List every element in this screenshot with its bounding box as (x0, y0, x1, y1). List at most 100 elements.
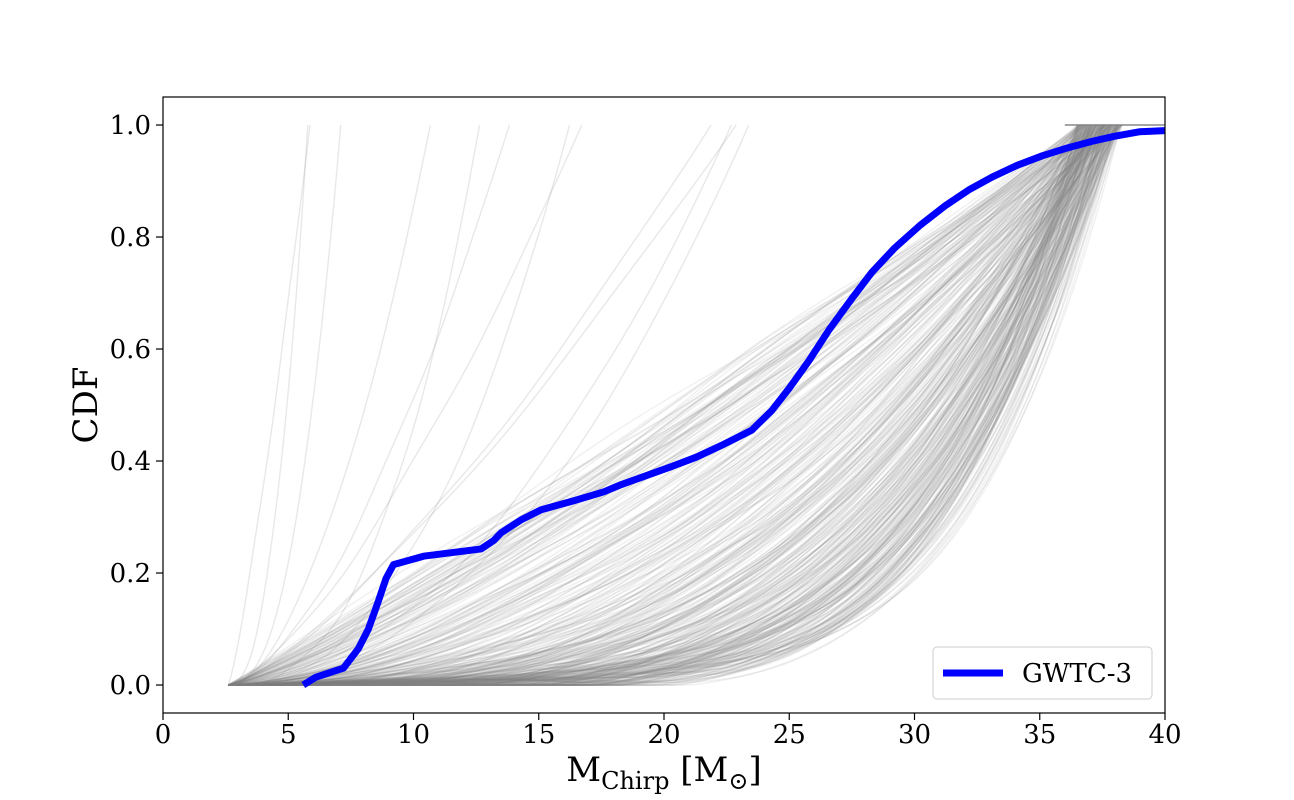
ensemble-curve (228, 124, 1098, 686)
ensemble-curve (228, 124, 1105, 686)
ensemble-curve (227, 124, 1086, 686)
ensemble-curve (228, 124, 1081, 686)
ensemble-curve (228, 124, 1094, 686)
ensemble-curve (228, 124, 1087, 686)
ensemble-curve (228, 124, 1078, 686)
ensemble-curve (228, 124, 1115, 686)
ensemble-curve (228, 124, 1093, 686)
ensemble-curve (227, 124, 1112, 686)
ensemble-curve (228, 124, 1106, 686)
ensemble-curve (227, 124, 1115, 686)
ensemble-curve (228, 124, 1108, 686)
ensemble-curve (228, 124, 1107, 686)
ensemble-curve (228, 124, 1120, 686)
ensemble-curve (228, 124, 1079, 686)
ensemble-curve (228, 124, 1118, 686)
ensemble-curve (228, 124, 1122, 686)
ensemble-curve (228, 124, 1118, 686)
ensemble-curve (228, 124, 1119, 686)
ensemble-curve (228, 124, 1089, 686)
ensemble-curve (228, 124, 511, 686)
legend-box (932, 646, 1153, 700)
ensemble-curve (228, 124, 1089, 686)
gwtc3-series (301, 127, 1165, 688)
ensemble-curve (228, 124, 1113, 686)
ensemble-curve (228, 124, 1103, 686)
ensemble-curve (228, 124, 1079, 686)
ensemble-curve (228, 124, 1109, 686)
ensemble-curve (228, 124, 1100, 686)
ensemble-curve (228, 124, 1100, 686)
y-axis: 0.0 0.2 0.4 0.6 0.8 1.0 (110, 111, 163, 701)
legend-label-gwtc3: GWTC-3 (1022, 659, 1132, 689)
ensemble-curve (228, 124, 1086, 686)
ensemble-curve (228, 124, 1114, 686)
ensemble-curve (228, 124, 1123, 686)
x-tick-label: 40 (1148, 720, 1181, 750)
ensemble-curve (228, 124, 1110, 686)
ensemble-curve (228, 124, 1104, 686)
ensemble-curve (228, 124, 1092, 686)
ensemble-curve (228, 124, 1119, 686)
ensemble-curve (228, 124, 1090, 686)
ensemble-curve (228, 124, 431, 686)
ensemble-curve (228, 124, 1102, 686)
ensemble-curve (228, 124, 1110, 686)
ensemble-curve (228, 124, 1113, 686)
ensemble-curve (228, 124, 1078, 686)
ensemble-curve (228, 124, 1079, 686)
ensemble-curve (228, 124, 1113, 686)
ensemble-curve (228, 124, 1107, 686)
ensemble-curve (228, 124, 1119, 686)
ensemble-curve (228, 124, 1092, 686)
ensemble-curve (228, 124, 1101, 686)
ensemble-curve (228, 124, 1107, 686)
ensemble-curve (228, 124, 1122, 686)
ensemble-curve (228, 124, 1081, 686)
ensemble-curve (228, 124, 1096, 686)
x-tick-label: 35 (1023, 720, 1056, 750)
ensemble-curve (228, 124, 1106, 686)
ensemble-curve (228, 124, 1114, 686)
ensemble-curve (228, 124, 1101, 686)
ensemble-curve (228, 124, 1097, 686)
ensemble-curve (228, 124, 1119, 686)
ensemble-curve (228, 124, 1085, 686)
ensemble-curve (228, 124, 1107, 686)
ensemble-curve (228, 124, 1117, 686)
ensemble-curve (228, 124, 1111, 686)
ensemble-curve (228, 124, 1118, 686)
x-axis-label: MChirp [M⊙] (566, 750, 761, 795)
ensemble-curve (228, 124, 1119, 686)
ensemble-curve (228, 124, 1119, 686)
ensemble-curve (228, 124, 1121, 686)
ensemble-curve (228, 124, 1100, 686)
ensemble-curve (228, 124, 1115, 686)
ensemble-curve (227, 124, 737, 686)
ensemble-curve (228, 124, 1085, 686)
ensemble-curve (228, 124, 1106, 686)
ensemble-curve (228, 124, 1110, 686)
ensemble-curve (228, 124, 1083, 686)
ensemble-curve (228, 124, 1104, 686)
ensemble-curve (228, 124, 1101, 686)
ensemble-curve (228, 124, 1101, 686)
ensemble-curve (228, 124, 1085, 686)
ensemble-curve (228, 124, 1106, 686)
ensemble-curve (227, 124, 1100, 686)
ensemble-curve (228, 124, 1104, 686)
ensemble-curve (228, 124, 1111, 686)
ensemble-curve (228, 124, 342, 686)
ensemble-curve (228, 124, 1112, 686)
ensemble-curve (228, 124, 1082, 686)
ensemble-curve (228, 124, 1083, 686)
ensemble-curve (227, 124, 1087, 686)
ensemble-curve (228, 124, 1120, 686)
ensemble-curve (228, 124, 1104, 686)
ensemble-curve (228, 124, 1109, 686)
ensemble-curve (228, 124, 1115, 686)
ensemble-curve (228, 124, 1104, 686)
ensemble-curve (228, 124, 1093, 686)
ensemble-curve (228, 124, 481, 686)
ensemble-curve (228, 124, 1105, 686)
